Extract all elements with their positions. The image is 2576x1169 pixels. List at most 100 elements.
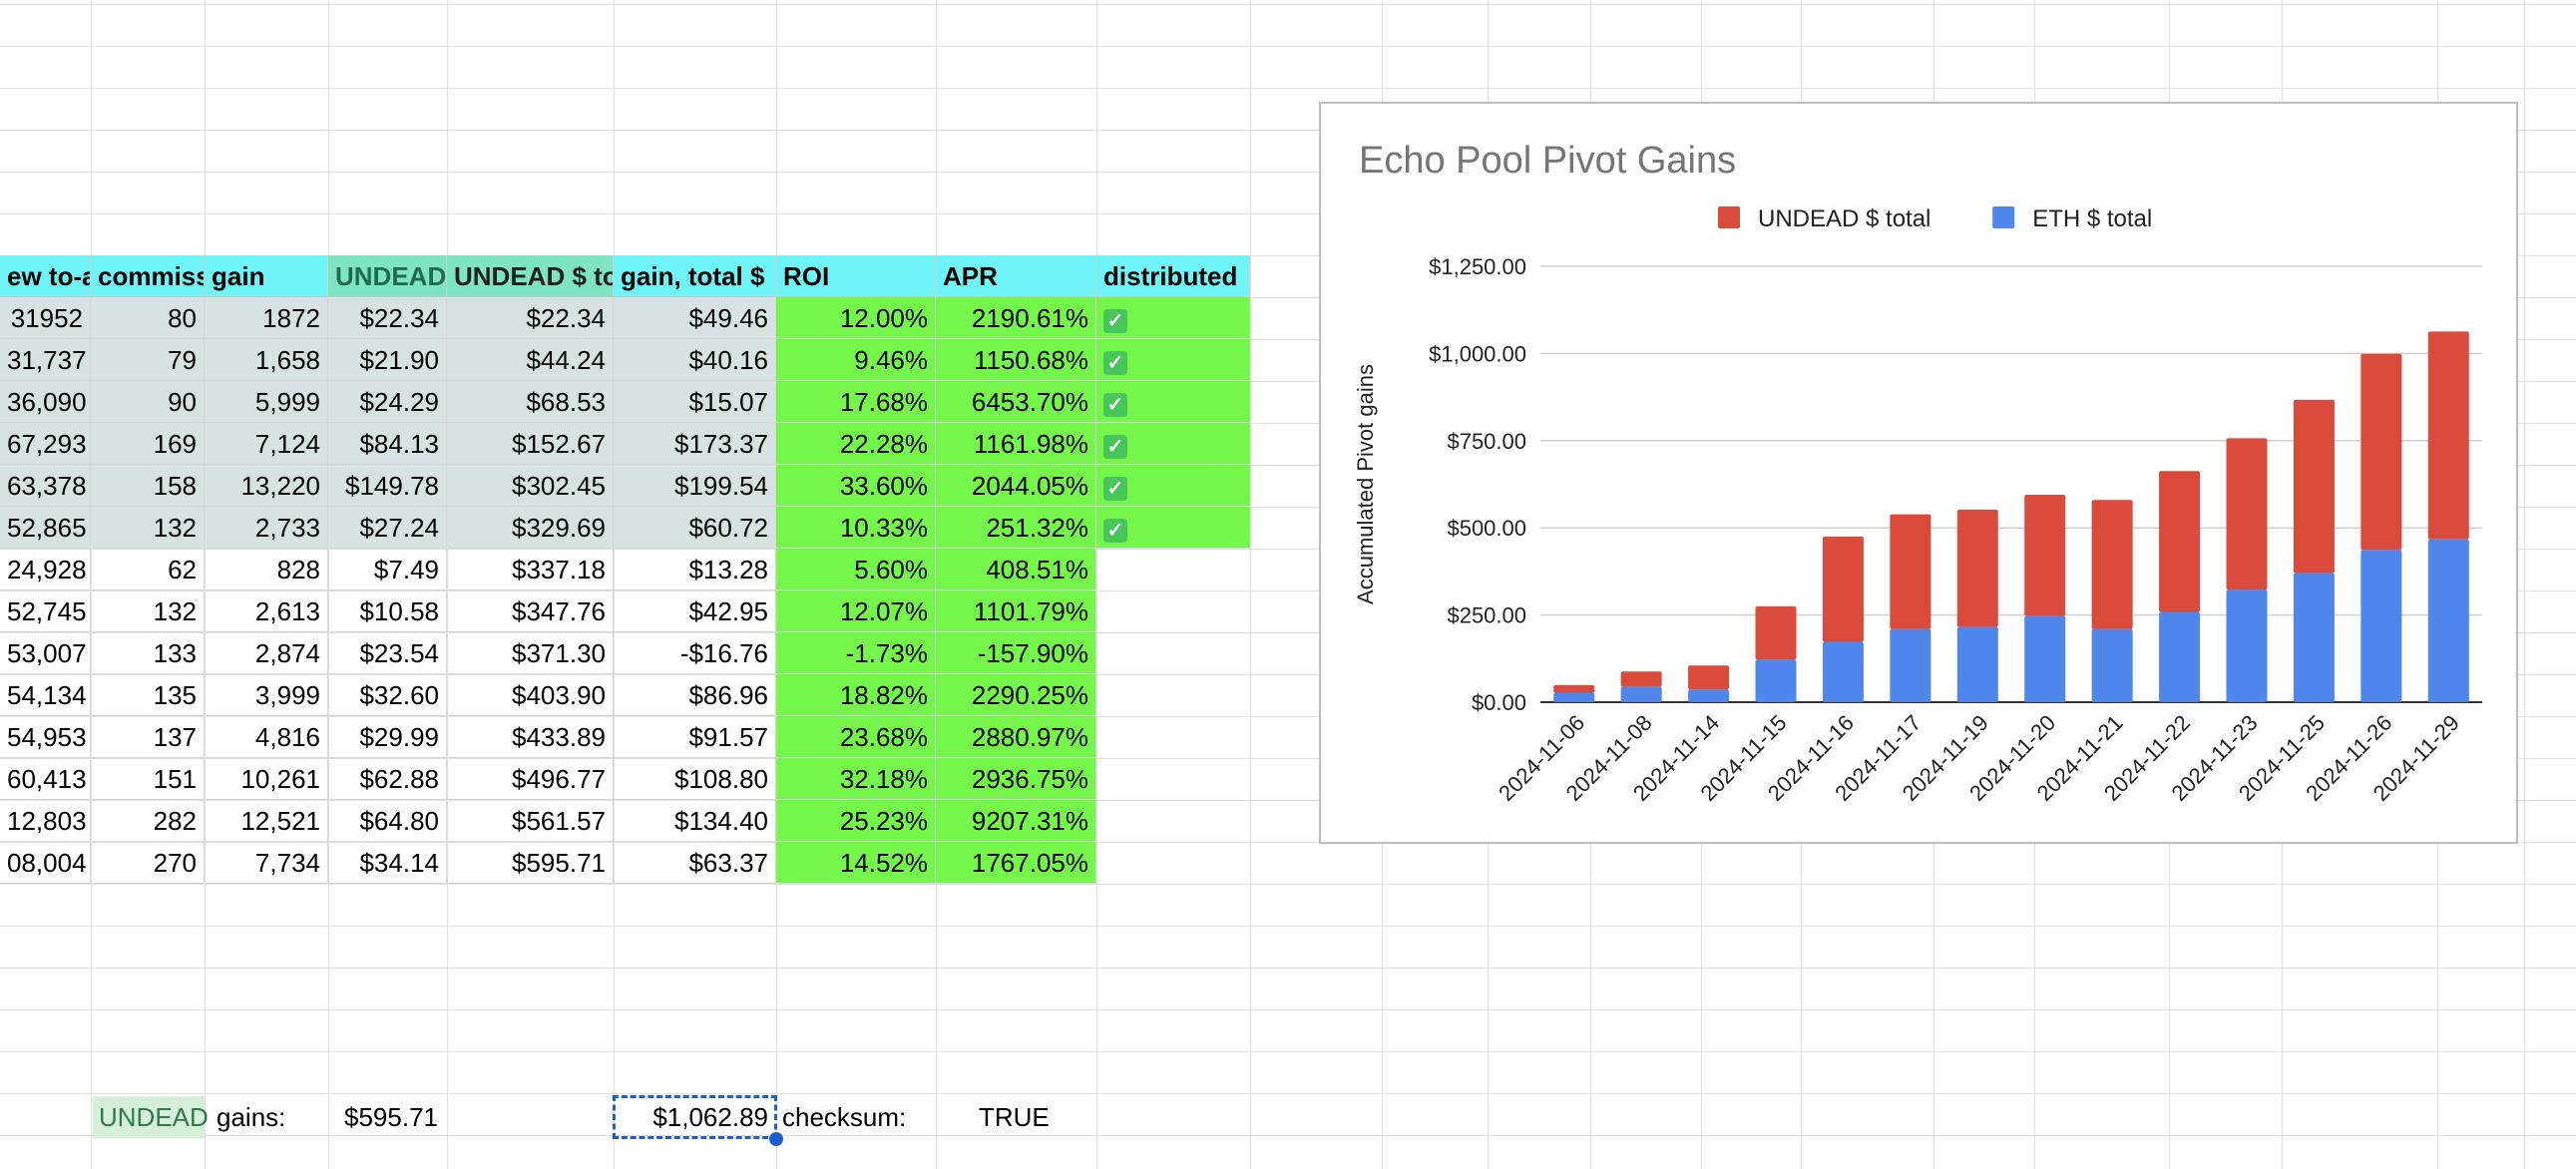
table-cell[interactable]: 79 <box>91 339 205 381</box>
table-cell[interactable]: $21.90 <box>328 339 447 381</box>
table-cell[interactable]: 31952 <box>0 297 91 339</box>
table-cell[interactable]: 2,874 <box>205 632 328 674</box>
table-cell[interactable]: 408.51% <box>936 549 1096 590</box>
column-header[interactable]: UNDEAD $ to <box>447 255 614 297</box>
table-cell[interactable]: -157.90% <box>936 632 1096 674</box>
table-cell[interactable]: $173.37 <box>614 423 776 465</box>
table-cell[interactable]: 3,999 <box>205 674 328 716</box>
chart-container[interactable]: Echo Pool Pivot Gains UNDEAD $ total ETH $… <box>1319 102 2518 844</box>
table-cell[interactable]: 2936.75% <box>936 758 1096 800</box>
table-cell[interactable]: 135 <box>91 674 205 716</box>
distributed-cell[interactable] <box>1096 758 1250 800</box>
gains-label[interactable]: gains: <box>216 1102 286 1132</box>
distributed-cell[interactable] <box>1096 590 1250 632</box>
table-cell[interactable]: 132 <box>91 590 205 632</box>
table-cell[interactable]: 828 <box>205 549 328 590</box>
table-cell[interactable]: 67,293 <box>0 423 91 465</box>
distributed-cell[interactable] <box>1096 549 1250 590</box>
table-cell[interactable]: 12.00% <box>776 297 936 339</box>
column-header[interactable]: gain <box>205 255 328 297</box>
gains-value[interactable]: $595.71 <box>344 1102 438 1132</box>
distributed-cell[interactable] <box>1096 842 1250 884</box>
table-cell[interactable]: $49.46 <box>614 297 776 339</box>
table-cell[interactable]: $10.58 <box>328 590 447 632</box>
table-cell[interactable]: 24,928 <box>0 549 91 590</box>
table-cell[interactable]: $561.57 <box>447 800 614 842</box>
column-header[interactable]: gain, total $ <box>614 255 776 297</box>
table-cell[interactable]: $7.49 <box>328 549 447 590</box>
table-cell[interactable]: 7,734 <box>205 842 328 884</box>
checksum-value[interactable]: TRUE <box>979 1102 1050 1132</box>
table-cell[interactable]: $68.53 <box>447 381 614 423</box>
table-cell[interactable]: 13,220 <box>205 465 328 507</box>
table-cell[interactable]: 7,124 <box>205 423 328 465</box>
distributed-cell[interactable]: ✓ <box>1096 297 1250 339</box>
distributed-cell[interactable]: ✓ <box>1096 423 1250 465</box>
table-cell[interactable]: 9.46% <box>776 339 936 381</box>
distributed-cell[interactable]: ✓ <box>1096 339 1250 381</box>
column-header[interactable]: ew to-ac <box>0 255 91 297</box>
table-cell[interactable]: 52,865 <box>0 507 91 549</box>
checkbox-checked-icon[interactable]: ✓ <box>1103 309 1127 333</box>
distributed-cell[interactable] <box>1096 632 1250 674</box>
table-cell[interactable]: 63,378 <box>0 465 91 507</box>
table-cell[interactable]: $403.90 <box>447 674 614 716</box>
table-cell[interactable]: 151 <box>91 758 205 800</box>
table-cell[interactable]: 12,803 <box>0 800 91 842</box>
table-cell[interactable]: $60.72 <box>614 507 776 549</box>
table-cell[interactable]: 158 <box>91 465 205 507</box>
table-cell[interactable]: $44.24 <box>447 339 614 381</box>
table-cell[interactable]: $134.40 <box>614 800 776 842</box>
column-header[interactable]: APR <box>936 255 1096 297</box>
table-cell[interactable]: 251.32% <box>936 507 1096 549</box>
table-cell[interactable]: $63.37 <box>614 842 776 884</box>
table-cell[interactable]: 53,007 <box>0 632 91 674</box>
table-cell[interactable]: 5.60% <box>776 549 936 590</box>
table-cell[interactable]: 33.60% <box>776 465 936 507</box>
table-cell[interactable]: 1,658 <box>205 339 328 381</box>
table-cell[interactable]: 5,999 <box>205 381 328 423</box>
table-cell[interactable]: 22.28% <box>776 423 936 465</box>
table-cell[interactable]: -1.73% <box>776 632 936 674</box>
table-cell[interactable]: $23.54 <box>328 632 447 674</box>
table-cell[interactable]: 36,090 <box>0 381 91 423</box>
table-cell[interactable]: 1872 <box>205 297 328 339</box>
table-cell[interactable]: $40.16 <box>614 339 776 381</box>
table-cell[interactable]: 2190.61% <box>936 297 1096 339</box>
table-cell[interactable]: 60,413 <box>0 758 91 800</box>
table-cell[interactable]: 23.68% <box>776 716 936 758</box>
table-cell[interactable]: $42.95 <box>614 590 776 632</box>
table-cell[interactable]: 169 <box>91 423 205 465</box>
table-cell[interactable]: $337.18 <box>447 549 614 590</box>
checkbox-checked-icon[interactable]: ✓ <box>1103 477 1127 501</box>
checkbox-checked-icon[interactable]: ✓ <box>1103 393 1127 417</box>
checkbox-checked-icon[interactable]: ✓ <box>1103 435 1127 459</box>
table-cell[interactable]: 10.33% <box>776 507 936 549</box>
table-cell[interactable]: $13.28 <box>614 549 776 590</box>
distributed-cell[interactable] <box>1096 674 1250 716</box>
table-cell[interactable]: $149.78 <box>328 465 447 507</box>
table-cell[interactable]: 2044.05% <box>936 465 1096 507</box>
table-cell[interactable]: 18.82% <box>776 674 936 716</box>
table-cell[interactable]: $22.34 <box>328 297 447 339</box>
table-cell[interactable]: 1101.79% <box>936 590 1096 632</box>
distributed-cell[interactable]: ✓ <box>1096 381 1250 423</box>
fill-handle[interactable] <box>769 1132 783 1146</box>
table-cell[interactable]: $15.07 <box>614 381 776 423</box>
checkbox-checked-icon[interactable]: ✓ <box>1103 351 1127 375</box>
table-cell[interactable]: 90 <box>91 381 205 423</box>
table-cell[interactable]: $62.88 <box>328 758 447 800</box>
table-cell[interactable]: $199.54 <box>614 465 776 507</box>
table-cell[interactable]: 12,521 <box>205 800 328 842</box>
column-header[interactable]: ROI <box>776 255 936 297</box>
table-cell[interactable]: $34.14 <box>328 842 447 884</box>
column-header[interactable]: UNDEAD <box>328 255 447 297</box>
table-cell[interactable]: 12.07% <box>776 590 936 632</box>
table-cell[interactable]: $433.89 <box>447 716 614 758</box>
table-cell[interactable]: $329.69 <box>447 507 614 549</box>
table-cell[interactable]: $371.30 <box>447 632 614 674</box>
table-cell[interactable]: $86.96 <box>614 674 776 716</box>
table-cell[interactable]: 25.23% <box>776 800 936 842</box>
table-cell[interactable]: 270 <box>91 842 205 884</box>
table-cell[interactable]: $64.80 <box>328 800 447 842</box>
